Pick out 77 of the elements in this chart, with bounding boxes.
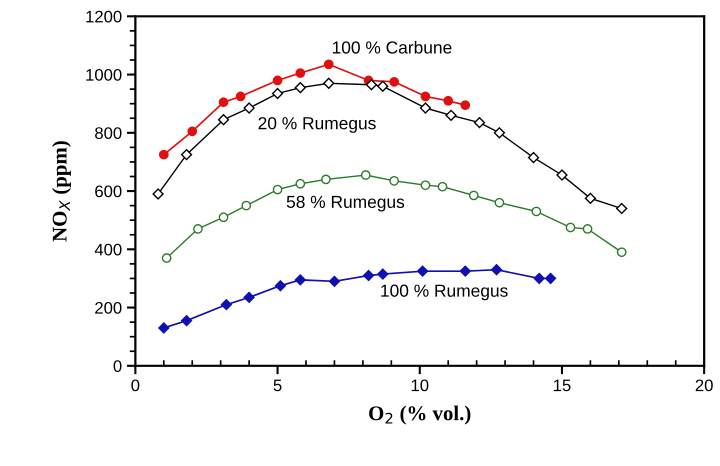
point — [494, 198, 504, 208]
point — [321, 174, 331, 184]
point — [494, 127, 505, 138]
point — [468, 190, 479, 200]
series-label: 58 % Rumegus — [286, 196, 404, 212]
point — [389, 76, 400, 87]
point — [187, 126, 198, 136]
point — [616, 202, 628, 214]
point — [295, 68, 306, 78]
point — [584, 192, 596, 204]
point — [158, 150, 169, 160]
point — [490, 264, 502, 276]
point — [295, 178, 306, 189]
series-label: 100 % Rumegus — [381, 284, 508, 300]
x-tick-label: 10 — [412, 379, 428, 392]
point — [420, 92, 430, 102]
point — [445, 110, 457, 121]
x-tick-label: 20 — [696, 379, 713, 392]
point — [272, 184, 282, 194]
point — [566, 222, 576, 232]
point — [544, 272, 556, 284]
point — [193, 224, 203, 234]
point — [162, 253, 172, 263]
series-label: 100 % Carbune — [332, 40, 452, 54]
point — [274, 280, 286, 292]
point — [241, 200, 252, 210]
point — [360, 170, 371, 180]
point — [294, 82, 306, 94]
point — [244, 292, 255, 303]
x-tick-label: 5 — [274, 380, 282, 392]
y-axis-title: NO$_{X}$ (ppm) — [52, 141, 71, 242]
point — [244, 102, 255, 114]
point — [460, 100, 470, 110]
point — [180, 315, 192, 326]
y-tick-label: 400 — [94, 244, 122, 256]
point — [417, 266, 428, 277]
y-tick-label: 0 — [114, 360, 122, 372]
point — [272, 76, 282, 86]
point — [389, 176, 400, 186]
point — [582, 224, 592, 234]
point — [218, 212, 228, 222]
point — [158, 322, 170, 334]
y-tick-label: 1000 — [86, 68, 122, 81]
y-tick-label: 800 — [95, 127, 122, 140]
point — [294, 274, 306, 286]
x-tick-label: 15 — [554, 380, 571, 392]
y-tick-label: 600 — [95, 185, 122, 198]
point — [220, 299, 232, 310]
point — [443, 96, 454, 106]
y-tick-label: 200 — [95, 302, 122, 314]
point — [218, 114, 230, 126]
point — [474, 117, 486, 128]
y-tick-label: 1200 — [86, 10, 122, 23]
x-tick-label: 0 — [131, 379, 140, 392]
point — [528, 152, 540, 164]
point — [152, 188, 164, 200]
point — [236, 92, 246, 102]
point — [272, 88, 284, 100]
point — [420, 102, 432, 114]
point — [534, 272, 545, 284]
point — [180, 149, 192, 160]
x-axis-title: O$_{2}$ (% vol.) — [369, 406, 470, 425]
point — [362, 270, 374, 282]
point — [323, 78, 334, 89]
point — [324, 60, 334, 70]
point — [438, 182, 448, 192]
point — [218, 97, 228, 108]
point — [556, 169, 568, 181]
point — [328, 276, 340, 287]
point — [377, 268, 388, 280]
point — [460, 266, 471, 277]
point — [420, 180, 430, 190]
series-label: 20 % Rumegus — [258, 117, 376, 133]
point — [366, 79, 378, 90]
point — [532, 206, 542, 216]
point — [616, 247, 627, 258]
point — [377, 80, 388, 92]
